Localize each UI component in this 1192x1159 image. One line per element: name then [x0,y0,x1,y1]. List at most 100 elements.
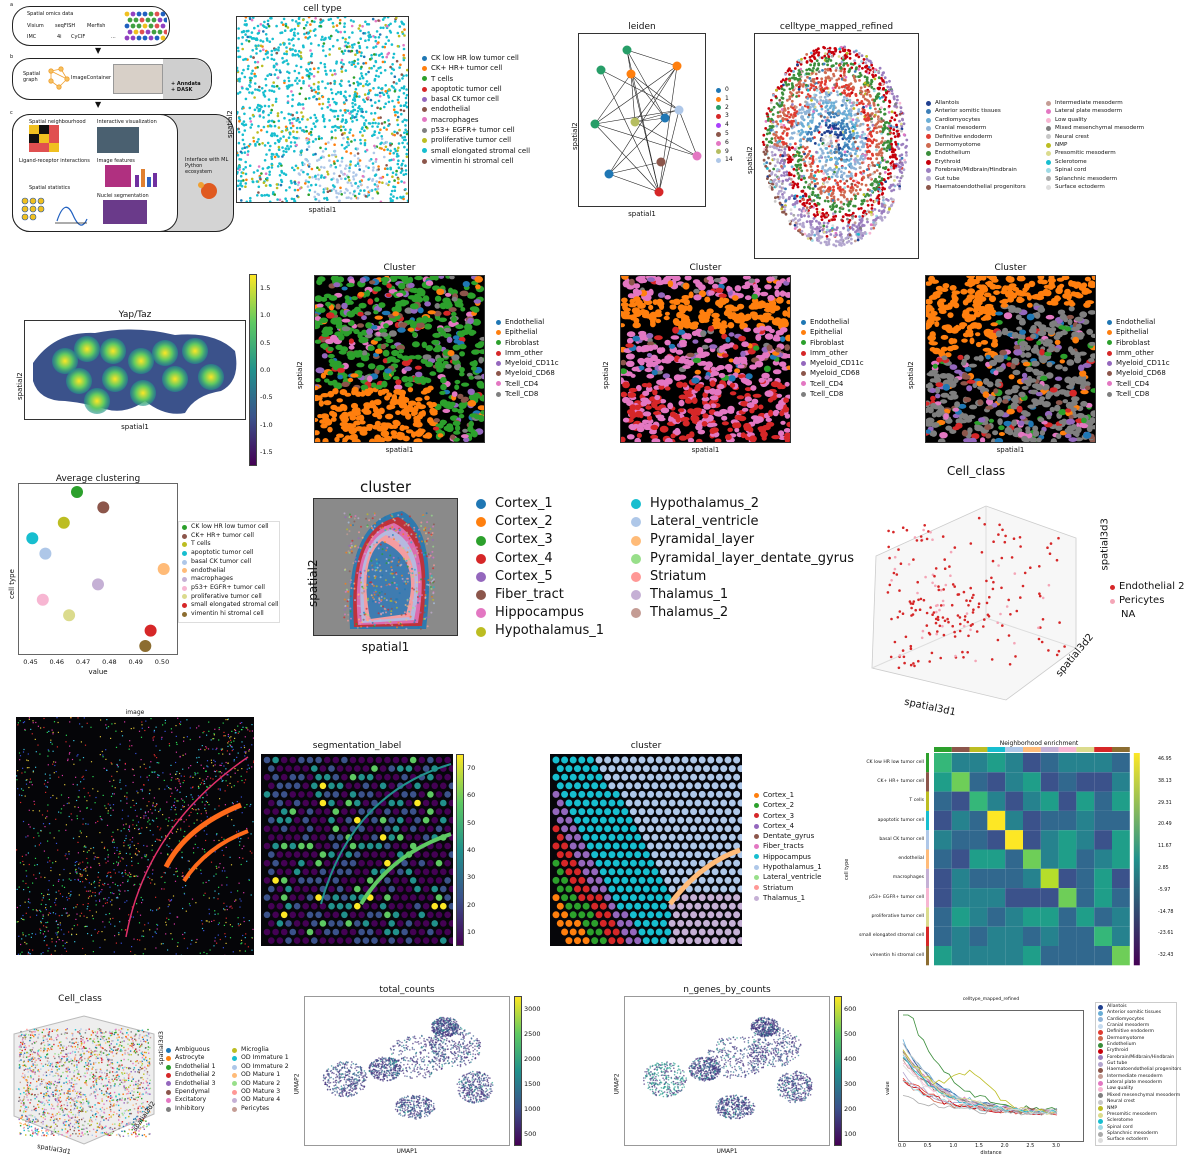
legend-label: Anterior somitic tissues [935,108,1001,115]
imagecontainer-label: ImageContainer [71,75,112,81]
legend-item: Thalamus_2 [631,604,854,622]
legend-label: Intermediate mesoderm [1055,100,1123,106]
yaptaz-title: Yap/Taz [118,310,152,320]
heatmap-row-label: CK+ HR+ tumor cell [877,778,924,784]
tc-title: total_counts [379,985,435,995]
legend-swatch [232,1081,237,1087]
legend-swatch [801,360,806,366]
legend-label: Ependymal [175,1088,210,1096]
legend-swatch [1098,1017,1103,1023]
legend-label: Definitive endoderm [935,133,993,140]
legend-item: Erythroid [926,158,1026,166]
legend-swatch [754,823,759,829]
legend-item: Pyramidal_layer [631,531,854,549]
feature-label: Interactive visualization [97,119,157,125]
legend-item: Low quality [1098,1086,1181,1093]
legend-label: Thalamus_1 [650,587,729,603]
legend-item: Cardiomyocytes [1098,1017,1181,1023]
legend-label: Endothelial 3 [175,1079,216,1087]
legend-swatch [1098,1087,1103,1093]
panel-c-inner: Spatial neighbourhood Interactive visual… [12,114,178,232]
legend-swatch [926,151,931,157]
legend-item: Allantois [926,99,1026,107]
tech-label: seqFISH [55,23,76,29]
legend-label: Allantois [935,100,959,106]
legend-label: Cortex_3 [495,532,553,548]
legend-label: Cortex_1 [763,791,795,799]
legend-item: Fibroblast [1107,338,1170,348]
legend-label: Fibroblast [810,338,844,347]
celltype-plot [236,16,409,203]
cluster-xlabel: spatial1 [385,446,414,454]
leiden-xlabel: spatial1 [628,210,656,218]
mapped-title: celltype_mapped_refined [779,22,894,32]
legend-swatch [166,1056,171,1062]
legend-swatch [182,585,187,591]
legend-swatch [182,559,187,565]
cbar-tick: 600 [844,1004,857,1013]
panel-c-box: Spatial neighbourhood Interactive visual… [12,114,234,232]
legend-swatch [1098,1068,1103,1074]
spatial-graph-label: Spatial graph [23,71,41,83]
legend-label: Tcell_CD8 [810,390,844,399]
legend-swatch [1098,1042,1103,1048]
legend-swatch [1046,159,1051,165]
legend-label: Forebrain/Midbrain/Hindbrain [1107,1054,1175,1060]
legend-item: 1 [716,95,733,104]
clusterbig-plot [313,498,458,636]
cbar-tick: 3000 [524,1004,541,1013]
cbar-tick: 1500 [524,1079,541,1088]
legend-swatch [1098,1061,1103,1067]
legend-label: Gut tube [1107,1061,1128,1067]
legend-item: proliferative tumor cell [182,593,279,602]
legend-label: Lateral plate mesoderm [1055,108,1123,115]
legend-label: Endothelial 2 [175,1071,216,1079]
legend-label: NA [1121,609,1136,620]
legend-swatch [166,1081,171,1087]
panel-a-box: Spatial omics data Visium seqFISH Merfis… [12,6,170,46]
ripley-plot [898,1010,1084,1142]
cbar-tick: 1.5 [260,283,271,292]
legend-label: Microglia [241,1046,269,1053]
legend-swatch [496,350,501,356]
legend-item: 4 [716,121,733,130]
legend-label: Spinal cord [1055,167,1087,174]
cbar-tick: 46.95 [1158,756,1172,762]
legend-swatch [1046,176,1051,182]
legend-item: Forebrain/Midbrain/Hindbrain [1098,1055,1181,1061]
legend-label: Spinal cord [1107,1124,1133,1130]
cbar-tick: -14.78 [1158,909,1174,915]
legend-item: 6 [716,139,733,148]
image-title: image [125,709,145,716]
legend-item: Endothelial 2 [166,1071,216,1079]
legend-label: Tcell_CD4 [810,379,844,388]
seg-title: segmentation_label [312,741,402,751]
leiden-title: leiden [628,22,656,32]
legend-item: Myeloid_CD68 [496,368,559,378]
ng-colorbar [834,996,842,1146]
legend-label: Fibroblast [1116,338,1150,347]
cellclass3d-title: Cell_class [946,464,1006,478]
legend-label: Intermediate mesoderm [1107,1073,1163,1079]
x-tick: 0.0 [898,1143,906,1149]
legend-label: Thalamus_1 [763,893,806,902]
cluster-xlabel: spatial1 [996,446,1025,454]
legend-swatch [1107,350,1112,356]
legend-item: Endothelial 1 [166,1063,216,1071]
legend-swatch [631,608,641,619]
legend-swatch [166,1047,171,1053]
legend-item: Anterior somitic tissues [1098,1010,1181,1017]
legend-item: Thalamus_1 [631,586,854,604]
legend-item: NMP [1046,141,1144,149]
legend-item: Mixed mesenchymal mesoderm [1098,1093,1181,1099]
legend-swatch [716,87,721,93]
legend-label: Myeloid_CD68 [1116,369,1166,378]
legend-item: OD Immature 1 [232,1054,289,1062]
legend-swatch [1046,134,1051,140]
cube-legend-col2: Microglia OD Immature 1 OD Immature 2 OD Ma… [232,1046,289,1113]
cluster-title: Cluster [994,263,1027,273]
arrow-down-icon: ▼ [95,46,102,55]
legend-label: 4 [725,121,729,129]
legend-label: Neural crest [1107,1099,1135,1105]
legend-label: Cranial mesoderm [1107,1023,1150,1029]
